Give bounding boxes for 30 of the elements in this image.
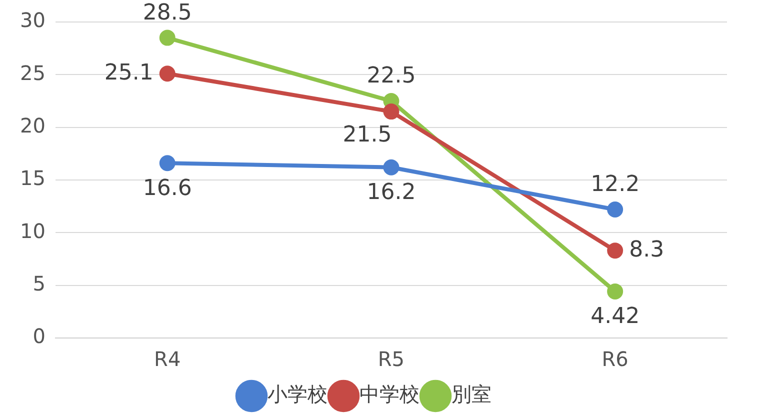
data-label: 21.5: [342, 122, 392, 148]
y-tick-label: 20: [20, 114, 46, 138]
point: [159, 66, 176, 82]
x-tick-label: R6: [602, 347, 628, 372]
y-tick-label: 0: [32, 324, 46, 348]
point: [159, 155, 176, 172]
data-label: 16.2: [366, 180, 416, 206]
point: [607, 283, 624, 300]
y-tick-label: 5: [32, 272, 46, 296]
point: [607, 242, 624, 259]
x-tick-label: R4: [154, 347, 181, 372]
y-tick-label: 25: [20, 60, 46, 85]
point: [607, 201, 624, 218]
data-label: 16.6: [142, 176, 192, 201]
data-label: 28.5: [142, 0, 192, 26]
data-label: 12.2: [590, 172, 640, 198]
x-tick-label: R5: [378, 347, 405, 372]
point: [383, 159, 400, 176]
y-tick-label: 15: [20, 166, 46, 190]
data-label: 8.3: [629, 237, 664, 262]
data-label: 25.1: [104, 60, 154, 86]
data-label: 4.42: [590, 304, 640, 330]
y-tick-label: 30: [20, 8, 46, 32]
legend-label: 中学校: [360, 382, 420, 406]
y-tick-label: 10: [20, 218, 46, 243]
point: [383, 104, 400, 120]
legend-label: 小学校: [268, 382, 328, 406]
data-label: 22.5: [366, 64, 416, 89]
point: [159, 30, 176, 46]
legend-label: 別室: [452, 382, 492, 406]
